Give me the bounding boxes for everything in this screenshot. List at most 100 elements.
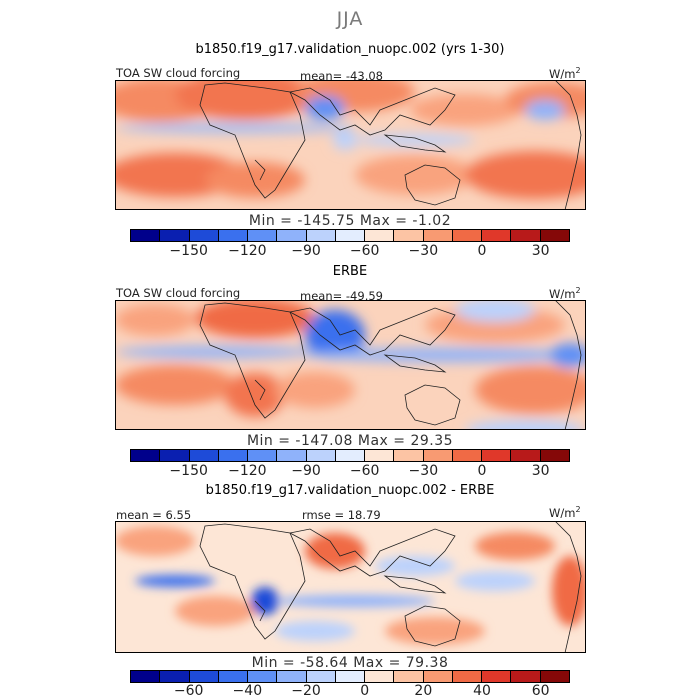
panel-2-blob <box>225 373 285 417</box>
panel-3-blob <box>275 621 355 641</box>
colorbar-segment <box>131 450 160 461</box>
colorbar-tick-label: −120 <box>228 463 266 479</box>
panel-1-blob <box>205 162 305 198</box>
colorbar-tick-label: −60 <box>350 243 380 259</box>
panel-3-blob <box>375 556 455 576</box>
colorbar-tick-label: −30 <box>409 243 439 259</box>
colorbar-segment <box>511 450 540 461</box>
panel-3-units: W/m2 <box>549 505 581 520</box>
colorbar-segment <box>365 671 394 682</box>
panel-1-blob <box>355 155 475 195</box>
panel-2-map <box>115 300 586 430</box>
colorbar-segment <box>541 671 569 682</box>
colorbar-segment <box>336 450 365 461</box>
panel-2-units-text: W/m <box>549 287 575 301</box>
colorbar-1-ticks: −150 −120 −90 −60 −30 0 30 <box>130 243 570 261</box>
panel-3-units-sup: 2 <box>575 505 580 514</box>
colorbar-segment <box>453 671 482 682</box>
panel-3-blob <box>135 575 215 587</box>
colorbar-segment <box>277 450 306 461</box>
colorbar-2-ticks: −150 −120 −90 −60 −30 0 30 <box>130 463 570 481</box>
colorbar-tick-label: −150 <box>169 243 207 259</box>
panel-1-blob <box>333 130 357 150</box>
colorbar-2 <box>130 449 570 462</box>
panel-2-minmax: Min = -147.08 Max = 29.35 <box>0 433 700 449</box>
panel-1-blob <box>525 100 565 120</box>
colorbar-segment <box>511 671 540 682</box>
colorbar-segment <box>190 230 219 241</box>
panel-2-title: ERBE <box>0 264 700 279</box>
colorbar-segment <box>424 450 453 461</box>
panel-2-blob <box>115 304 195 336</box>
colorbar-tick-label: 0 <box>360 683 369 699</box>
colorbar-tick-label: −150 <box>169 463 207 479</box>
colorbar-segment <box>365 230 394 241</box>
panel-2-units: W/m2 <box>549 286 581 301</box>
colorbar-segment <box>160 230 189 241</box>
panel-3-blob <box>175 596 255 626</box>
colorbar-segment <box>248 671 277 682</box>
colorbar-segment <box>277 230 306 241</box>
panel-1-title: b1850.f19_g17.validation_nuopc.002 (yrs … <box>0 42 700 57</box>
colorbar-segment <box>160 450 189 461</box>
colorbar-segment <box>453 450 482 461</box>
colorbar-segment <box>394 450 423 461</box>
colorbar-tick-label: −30 <box>409 463 439 479</box>
colorbar-tick-label: −90 <box>291 243 321 259</box>
colorbar-tick-label: −90 <box>291 463 321 479</box>
panel-3-title: b1850.f19_g17.validation_nuopc.002 - ERB… <box>0 483 700 498</box>
colorbar-segment <box>307 450 336 461</box>
panel-2-blob <box>305 348 585 362</box>
colorbar-segment <box>277 671 306 682</box>
panel-3-blob <box>305 533 365 569</box>
colorbar-1 <box>130 229 570 242</box>
colorbar-segment <box>424 671 453 682</box>
colorbar-segment <box>336 230 365 241</box>
colorbar-segment <box>248 230 277 241</box>
colorbar-segment <box>307 671 336 682</box>
colorbar-segment <box>219 230 248 241</box>
panel-3-map <box>115 521 586 653</box>
panel-3-minmax: Min = -58.64 Max = 79.38 <box>0 655 700 671</box>
colorbar-tick-label: −120 <box>228 243 266 259</box>
panel-2-variable-label: TOA SW cloud forcing <box>116 286 240 300</box>
colorbar-segment <box>511 230 540 241</box>
colorbar-segment <box>160 671 189 682</box>
panel-3-rmse-label: rmse = 18.79 <box>302 508 381 522</box>
colorbar-tick-label: −60 <box>350 463 380 479</box>
colorbar-segment <box>307 230 336 241</box>
colorbar-tick-label: −20 <box>291 683 321 699</box>
panel-3-blob <box>385 617 485 645</box>
colorbar-segment <box>365 450 394 461</box>
colorbar-segment <box>541 230 569 241</box>
panel-1-blob <box>410 94 520 126</box>
colorbar-segment <box>453 230 482 241</box>
panel-1-units: W/m2 <box>549 66 581 81</box>
colorbar-segment <box>482 230 511 241</box>
season-title: JJA <box>0 8 700 30</box>
colorbar-segment <box>336 671 365 682</box>
colorbar-tick-label: 0 <box>478 463 487 479</box>
colorbar-segment <box>131 230 160 241</box>
panel-1-units-sup: 2 <box>575 66 580 75</box>
colorbar-segment <box>541 450 569 461</box>
colorbar-segment <box>482 671 511 682</box>
panel-2-blob <box>115 365 235 405</box>
colorbar-tick-label: 40 <box>473 683 491 699</box>
colorbar-tick-label: −60 <box>174 683 204 699</box>
colorbar-segment <box>394 230 423 241</box>
panel-1-map <box>115 80 586 210</box>
colorbar-segment <box>190 671 219 682</box>
panel-2-blob <box>115 346 315 358</box>
colorbar-3-ticks: −60 −40 −20 0 20 40 60 <box>130 683 570 700</box>
panel-1-blob <box>355 134 475 146</box>
colorbar-segment <box>248 450 277 461</box>
colorbar-3 <box>130 670 570 683</box>
panel-3-blob <box>455 571 535 591</box>
colorbar-tick-label: 30 <box>532 243 550 259</box>
colorbar-segment <box>219 671 248 682</box>
colorbar-tick-label: 0 <box>478 243 487 259</box>
colorbar-segment <box>424 230 453 241</box>
colorbar-tick-label: 30 <box>532 463 550 479</box>
panel-1-blob <box>115 123 355 133</box>
